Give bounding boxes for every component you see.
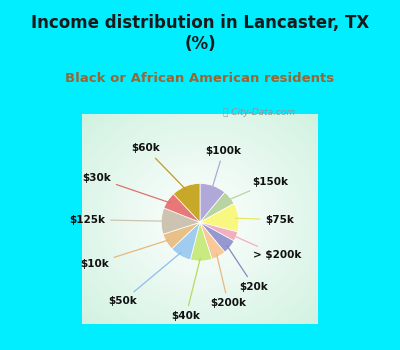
Text: $60k: $60k bbox=[132, 144, 186, 190]
Wedge shape bbox=[174, 183, 200, 222]
Text: $30k: $30k bbox=[82, 173, 170, 203]
Wedge shape bbox=[161, 208, 200, 234]
Text: $40k: $40k bbox=[172, 258, 200, 321]
Wedge shape bbox=[200, 222, 225, 259]
Text: ⓘ City-Data.com: ⓘ City-Data.com bbox=[223, 108, 295, 117]
Text: $50k: $50k bbox=[108, 252, 181, 306]
Wedge shape bbox=[164, 194, 200, 222]
Text: $200k: $200k bbox=[210, 254, 246, 308]
Wedge shape bbox=[200, 193, 234, 222]
Text: Black or African American residents: Black or African American residents bbox=[66, 72, 334, 85]
Text: $75k: $75k bbox=[236, 215, 294, 225]
Text: $125k: $125k bbox=[69, 215, 164, 225]
Text: $20k: $20k bbox=[227, 246, 268, 292]
Text: > $200k: > $200k bbox=[233, 236, 302, 260]
Wedge shape bbox=[200, 222, 238, 241]
Wedge shape bbox=[163, 222, 200, 249]
Text: $10k: $10k bbox=[80, 240, 169, 269]
Text: $100k: $100k bbox=[206, 146, 242, 189]
Wedge shape bbox=[200, 183, 225, 222]
Wedge shape bbox=[200, 204, 239, 232]
Wedge shape bbox=[200, 222, 234, 252]
Text: Income distribution in Lancaster, TX
(%): Income distribution in Lancaster, TX (%) bbox=[31, 14, 369, 53]
Text: $150k: $150k bbox=[228, 177, 288, 200]
Wedge shape bbox=[172, 222, 200, 260]
Wedge shape bbox=[190, 222, 212, 261]
